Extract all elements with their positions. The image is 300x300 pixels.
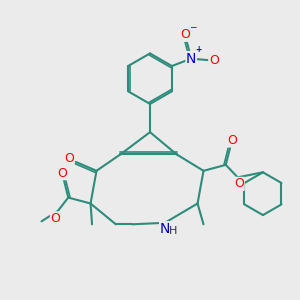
Text: O: O [50,212,60,225]
Text: O: O [234,177,244,190]
Text: O: O [180,28,190,41]
Text: O: O [57,167,67,180]
Text: N: N [160,222,170,236]
Text: −: − [189,23,196,32]
Text: H: H [169,226,177,236]
Text: O: O [209,54,219,67]
Text: O: O [64,152,74,165]
Text: +: + [195,45,201,54]
Text: O: O [227,134,237,147]
Text: N: N [186,52,196,66]
